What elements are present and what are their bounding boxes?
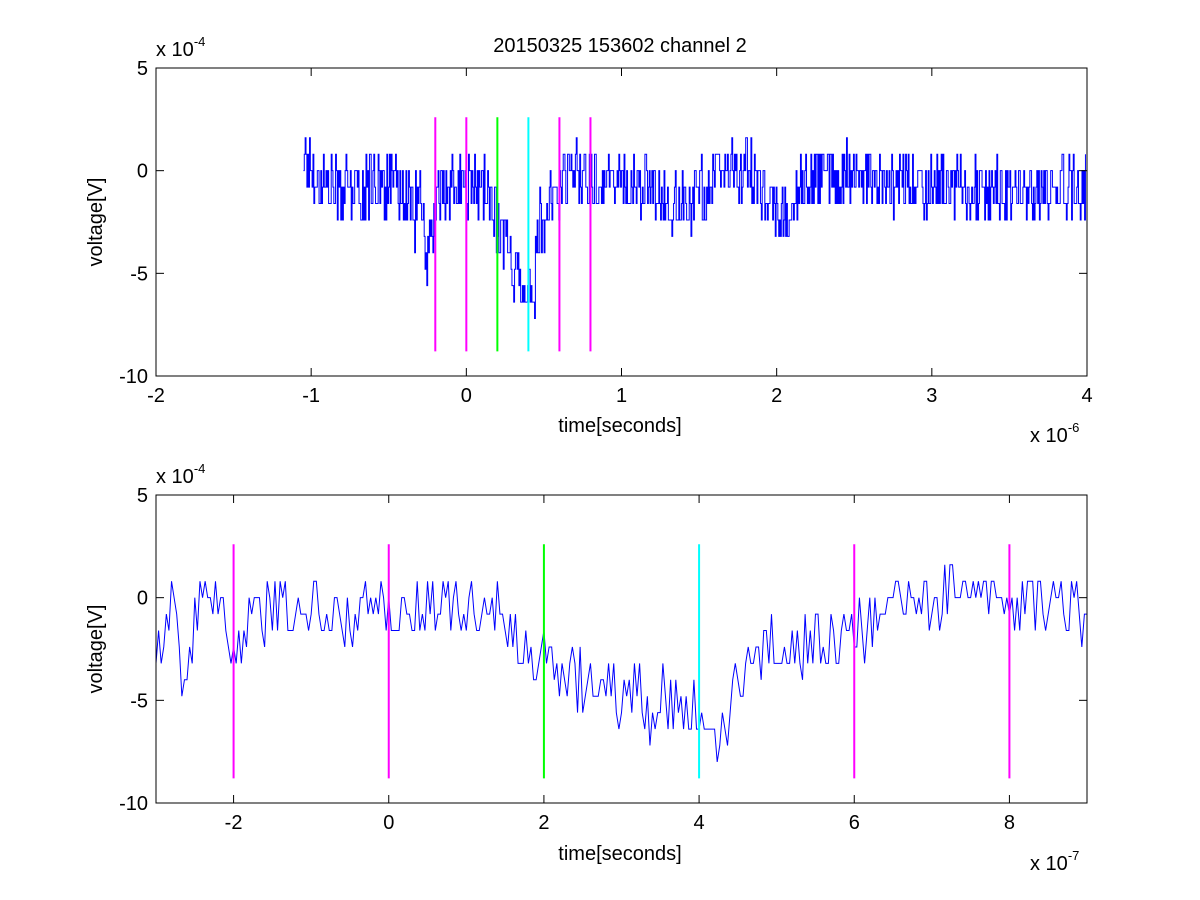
bottom-x-exponent: x 10-7 <box>1030 848 1079 875</box>
top-x-tick-label: 0 <box>461 385 472 407</box>
bottom-y-exponent: x 10-4 <box>156 461 205 488</box>
bottom-plot-area <box>155 544 1087 779</box>
top-ticks: -2 -1 0 1 2 3 4-10-505 <box>119 58 1092 407</box>
bottom-y-tick-label: 5 <box>137 485 148 507</box>
top-y-axis-label: voltage[V] <box>85 178 107 267</box>
top-x-tick-label: 1 <box>616 385 627 407</box>
top-y-exponent: x 10-4 <box>156 34 205 61</box>
bottom-x-tick-label: 4 <box>694 812 705 834</box>
top-y-tick-label: -5 <box>130 263 148 285</box>
top-x-axis-label: time[seconds] <box>558 415 681 437</box>
top-x-tick-label: 4 <box>1081 385 1092 407</box>
top-y-tick-label: -10 <box>119 366 148 388</box>
bottom-y-tick-label: -5 <box>130 690 148 712</box>
top-y-tick-label: 0 <box>137 161 148 183</box>
bottom-y-tick-label: -10 <box>119 793 148 815</box>
top-x-tick-label: -2 <box>147 385 165 407</box>
top-x-tick-label: -1 <box>302 385 320 407</box>
top-y-tick-label: 5 <box>137 58 148 80</box>
bottom-y-axis-label: voltage[V] <box>85 605 107 694</box>
bottom-x-tick-label: 6 <box>849 812 860 834</box>
bottom-x-axis-label: time[seconds] <box>558 843 681 865</box>
top-x-tick-label: 3 <box>926 385 937 407</box>
bottom-x-tick-label: -2 <box>225 812 243 834</box>
bottom-x-tick-label: 2 <box>538 812 549 834</box>
top-subplot: -2 -1 0 1 2 3 4-10-505 time[seconds] voltage[V… <box>85 34 1093 447</box>
top-plot-area <box>303 117 1086 352</box>
top-signal-series <box>303 137 1086 320</box>
top-x-exponent: x 10-6 <box>1030 420 1079 447</box>
bottom-axes-box <box>155 494 1088 804</box>
top-x-tick-label: 2 <box>771 385 782 407</box>
bottom-x-tick-label: 8 <box>1004 812 1015 834</box>
bottom-x-tick-label: 0 <box>383 812 394 834</box>
bottom-y-tick-label: 0 <box>137 588 148 610</box>
bottom-signal-series <box>155 564 1087 763</box>
bottom-subplot: -2 0 2 4 6 8-10-505 time[seconds] voltage[V] … <box>85 461 1088 875</box>
figure-title: 20150325 153602 channel 2 <box>493 35 747 57</box>
bottom-ticks: -2 0 2 4 6 8 -10 -5 0 5 <box>119 485 1087 834</box>
